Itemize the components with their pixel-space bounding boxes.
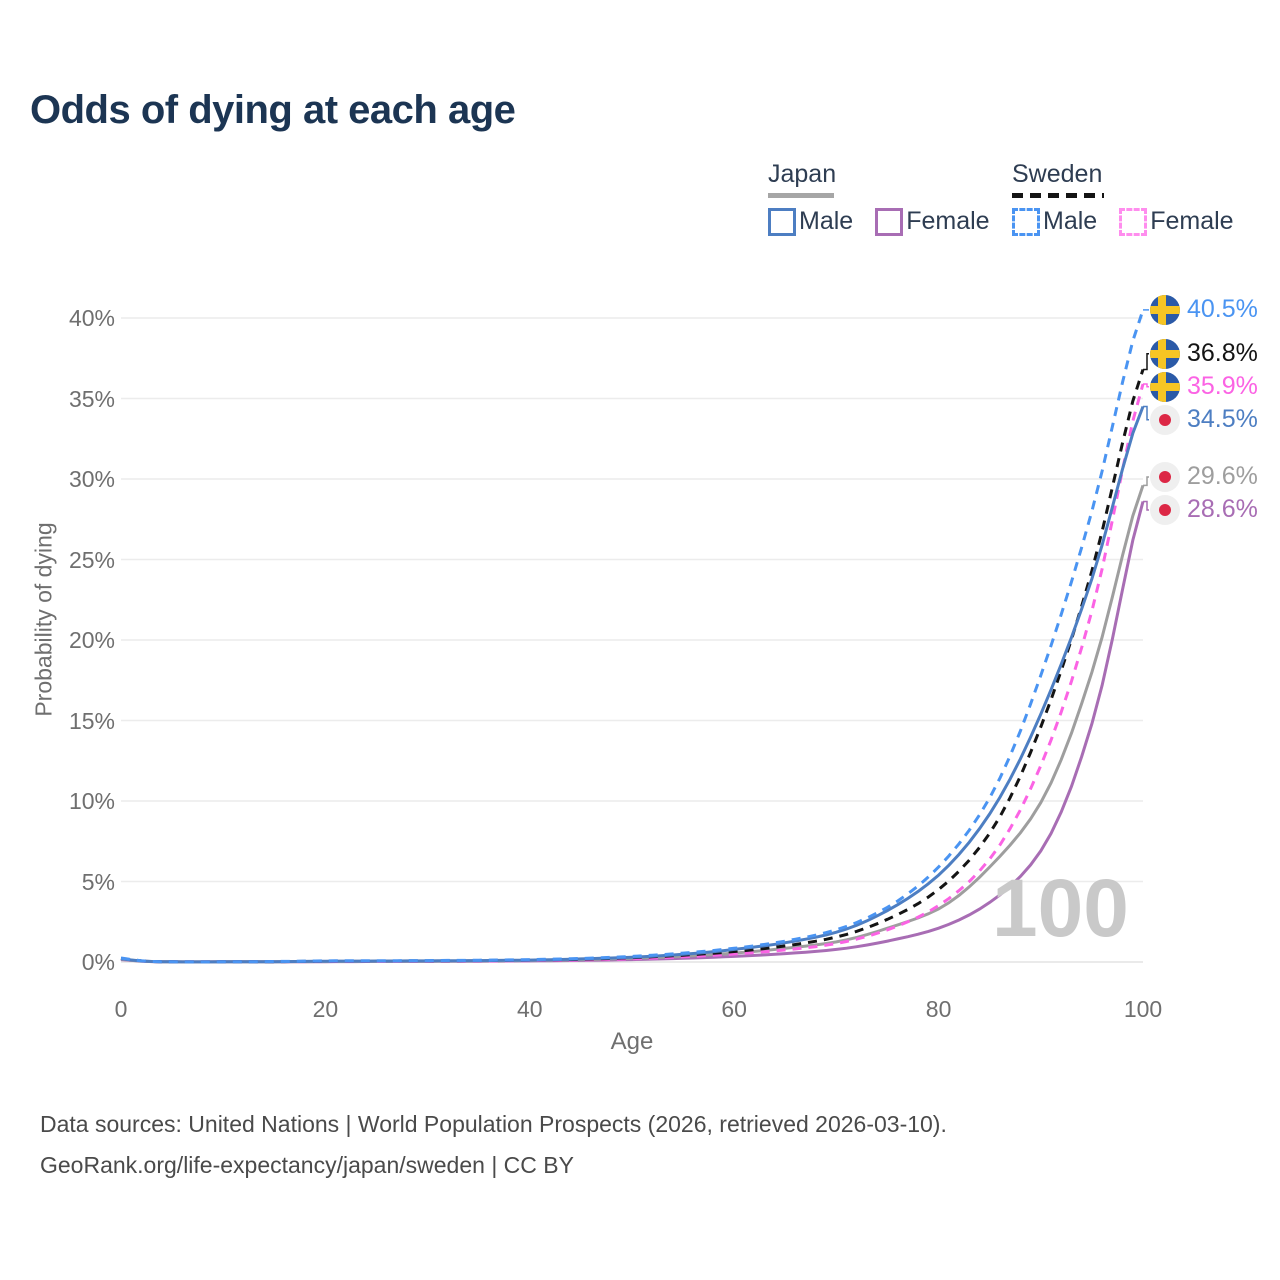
legend-item-sweden-female[interactable]: Female [1119, 207, 1234, 236]
y-tick-label: 20% [68, 627, 115, 653]
x-axis-title: Age [610, 1028, 654, 1055]
y-tick-label: 25% [68, 546, 115, 573]
line-japan_female [120, 501, 1145, 964]
end-label-value: 29.6% [1187, 462, 1258, 491]
japan-flag-icon [1150, 404, 1180, 435]
legend-item-label: Female [1150, 207, 1234, 235]
legend-item-japan-female[interactable]: Female [875, 207, 990, 236]
end-label-japan_male: 34.5% [1150, 404, 1258, 436]
legend-item-japan-male[interactable]: Male [768, 207, 853, 236]
x-tick-label: 20 [312, 996, 339, 1022]
legend-item-sweden-male[interactable]: Male [1012, 207, 1097, 236]
japan-flag-icon [1150, 461, 1180, 492]
sweden-flag-icon [1150, 294, 1180, 325]
legend-group-japan: Japan Male Female [768, 160, 990, 236]
y-tick-label: 10% [68, 788, 115, 814]
end-label-japan_female: 28.6% [1150, 494, 1258, 526]
end-label-value: 35.9% [1187, 372, 1258, 401]
label-connector-japan_female [1143, 500, 1149, 511]
footer: Data sources: United Nations | World Pop… [40, 1104, 947, 1186]
x-tick-label: 100 [1123, 996, 1163, 1022]
japan-flag-icon [1150, 494, 1180, 525]
label-connector-japan_total [1143, 476, 1149, 487]
end-label-value: 40.5% [1187, 295, 1258, 324]
age-counter-watermark: 100 [992, 863, 1129, 954]
sweden-male-swatch-icon [1012, 207, 1040, 236]
y-tick-label: 0% [81, 949, 115, 975]
end-label-sweden_female: 35.9% [1150, 371, 1258, 403]
legend-item-label: Male [1043, 207, 1098, 235]
sweden-flag-icon [1150, 338, 1180, 369]
label-connector-japan_male [1143, 405, 1149, 421]
y-axis-title: Probability of dying [30, 522, 57, 717]
label-connector-sweden_female [1143, 383, 1149, 388]
end-label-sweden_total: 36.8% [1150, 338, 1258, 370]
x-tick-label: 80 [925, 996, 952, 1022]
sweden-female-swatch-icon [1119, 207, 1148, 236]
page-title: Odds of dying at each age [30, 88, 516, 132]
japan-female-swatch-icon [875, 207, 904, 236]
x-tick-label: 40 [517, 996, 543, 1022]
line-japan_male [120, 405, 1145, 964]
footer-data-sources: Data sources: United Nations | World Pop… [40, 1111, 947, 1137]
footer-attribution: GeoRank.org/life-expectancy/japan/sweden… [40, 1151, 574, 1178]
y-tick-label: 40% [68, 305, 115, 331]
line-sweden_total [120, 369, 1145, 964]
end-label-value: 36.8% [1187, 339, 1258, 368]
end-label-sweden_male: 40.5% [1150, 294, 1258, 326]
legend-japan-underline-solid [768, 193, 834, 198]
y-tick-label: 5% [81, 868, 115, 895]
sweden-flag-icon [1150, 371, 1180, 402]
y-tick-label: 35% [68, 385, 115, 412]
legend-sweden-underline-dashed [1012, 193, 1104, 198]
end-label-value: 34.5% [1187, 405, 1258, 434]
y-tick-label: 30% [68, 466, 115, 492]
legend-group-sweden: Sweden Male Female [1012, 160, 1234, 236]
legend-japan-header: Japan [768, 160, 837, 188]
end-label-value: 28.6% [1187, 495, 1258, 524]
x-tick-label: 0 [114, 996, 128, 1022]
x-tick-label: 60 [721, 996, 747, 1022]
line-sweden_male [120, 309, 1145, 964]
line-japan_total [120, 484, 1145, 964]
legend-sweden-header: Sweden [1012, 160, 1103, 188]
y-tick-label: 15% [68, 707, 115, 734]
legend-item-label: Male [799, 207, 854, 235]
line-sweden_female [120, 383, 1145, 964]
label-connector-sweden_total [1143, 352, 1149, 371]
end-label-japan_total: 29.6% [1150, 461, 1258, 493]
legend-item-label: Female [906, 207, 990, 235]
japan-male-swatch-icon [768, 207, 796, 236]
